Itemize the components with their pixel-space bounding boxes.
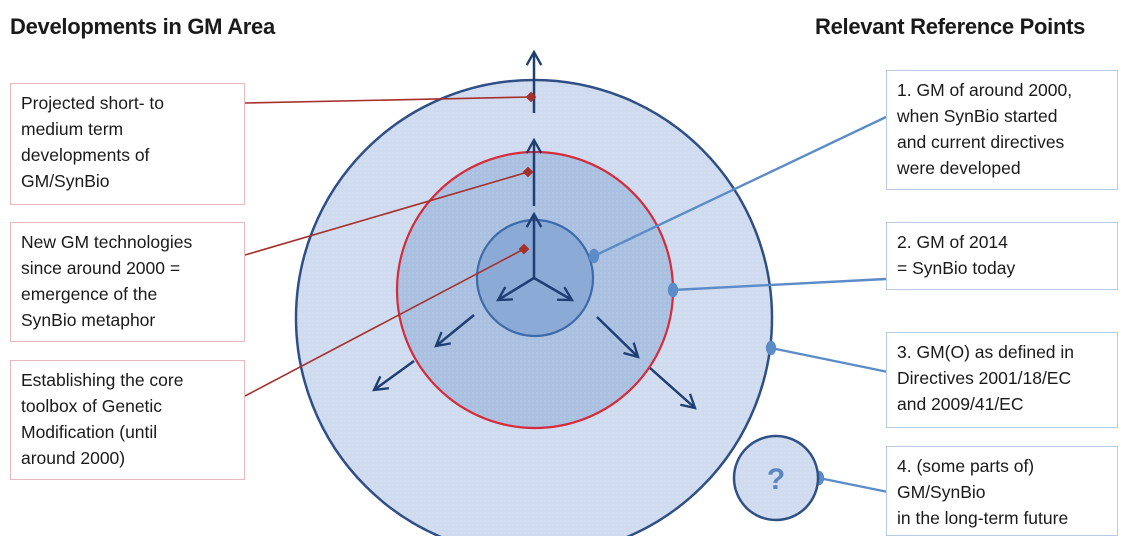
connector-box2 (244, 171, 529, 256)
box-line: when SynBio started (897, 106, 1058, 126)
connector-ref1 (593, 115, 887, 258)
box-line: since around 2000 = (21, 258, 181, 278)
right-heading: Relevant Reference Points (815, 14, 1086, 39)
arrow-left-middle (434, 314, 475, 348)
right-connectors (588, 115, 889, 494)
box-line: GM/SynBio (21, 171, 110, 191)
box-line: toolbox of Genetic (21, 396, 163, 416)
development-box-short-medium-term: Projected short- to medium term developm… (10, 83, 245, 205)
connector-box1 (244, 96, 532, 104)
box-line: 1. GM of around 2000, (897, 80, 1073, 100)
arrow-right-inner (533, 276, 575, 302)
box-line: in the long-term future (897, 508, 1069, 528)
box-line: = SynBio today (897, 258, 1016, 278)
reference-box-gmo-directives: 3. GM(O) as defined in Directives 2001/1… (886, 332, 1118, 428)
reference-box-gm-2014: 2. GM of 2014 = SynBio today (886, 222, 1118, 290)
connector-box3 (244, 248, 525, 397)
arrow-left-inner (495, 276, 535, 302)
box-line: Modification (until (21, 422, 158, 442)
box-line: 2. GM of 2014 (897, 232, 1008, 252)
left-connectors (244, 91, 537, 397)
box-line: New GM technologies (21, 232, 193, 252)
connector-ref2 (672, 277, 887, 292)
future-question-circle: ? (732, 434, 820, 522)
connector-ref4 (818, 476, 889, 494)
box-line: Establishing the core (21, 370, 184, 390)
box-line: and current directives (897, 132, 1065, 152)
development-box-core-toolbox: Establishing the core toolbox of Genetic… (10, 360, 245, 480)
development-box-new-gm-technologies: New GM technologies since around 2000 = … (10, 222, 245, 342)
box-line: Projected short- to (21, 93, 164, 113)
box-line: 3. GM(O) as defined in (897, 342, 1075, 362)
box-line: medium term (21, 119, 124, 139)
question-mark: ? (767, 463, 785, 496)
reference-box-long-term-future: 4. (some parts of) GM/SynBio in the long… (886, 446, 1118, 536)
box-line: SynBio metaphor (21, 310, 156, 330)
box-line: Directives 2001/18/EC (897, 368, 1072, 388)
arrow-left-outer (372, 359, 415, 392)
reference-box-gm-2000: 1. GM of around 2000, when SynBio starte… (886, 70, 1118, 190)
diagonal-arrows (372, 276, 697, 410)
connector-ref3 (770, 346, 889, 374)
left-heading: Developments in GM Area (10, 14, 275, 39)
box-line: developments of (21, 145, 150, 165)
box-line: 4. (some parts of) (897, 456, 1035, 476)
arrow-right-outer (649, 367, 697, 410)
box-line: and 2009/41/EC (897, 394, 1024, 414)
box-line: emergence of the (21, 284, 158, 304)
box-line: around 2000) (21, 448, 126, 468)
box-line: GM/SynBio (897, 482, 986, 502)
arrow-right-middle (596, 316, 640, 359)
box-line: were developed (897, 158, 1021, 178)
